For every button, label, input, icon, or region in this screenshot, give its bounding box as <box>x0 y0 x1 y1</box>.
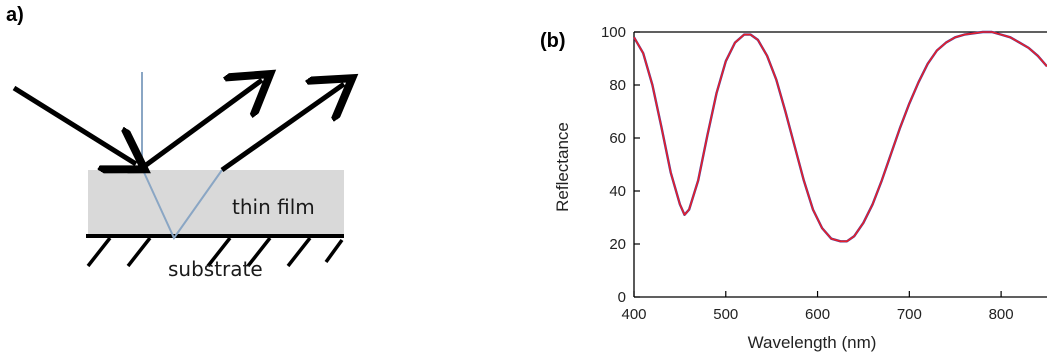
refracted-ray <box>141 167 223 240</box>
fitted-reflectance-line <box>633 31 1047 243</box>
y-tick-label: 0 <box>618 289 626 306</box>
y-tick-label: 100 <box>601 24 626 41</box>
incident-ray <box>12 85 136 164</box>
panel-a-label: a) <box>6 4 24 26</box>
y-tick-label: 20 <box>609 236 626 253</box>
x-tick-label: 600 <box>805 306 830 323</box>
substrate-hatch <box>86 236 344 268</box>
reflected-ray-2 <box>220 84 344 173</box>
y-axis-label: Reflectance <box>553 122 572 212</box>
thin-film-diagram: thin film substrate <box>12 0 380 281</box>
substrate-label: substrate <box>168 257 263 281</box>
thin-film-layer <box>88 170 344 234</box>
x-tick-label: 400 <box>621 306 646 323</box>
x-axis-label: Wavelength (nm) <box>748 333 877 352</box>
reflected-ray-1 <box>140 80 262 171</box>
chart-ticks: 400 500 600 700 800 0 20 40 60 80 100 <box>601 24 1014 323</box>
y-tick-label: 40 <box>609 183 626 200</box>
panel-b-label: (b) <box>540 30 566 52</box>
chart-lines <box>632 30 1047 243</box>
x-tick-label: 700 <box>897 306 922 323</box>
measured-reflectance-line <box>632 30 1047 243</box>
x-tick-label: 800 <box>989 306 1014 323</box>
thin-film-label: thin film <box>232 195 315 219</box>
y-tick-label: 80 <box>609 77 626 94</box>
x-tick-label: 500 <box>713 306 738 323</box>
chart-frame <box>633 31 1047 298</box>
y-tick-label: 60 <box>609 130 626 147</box>
